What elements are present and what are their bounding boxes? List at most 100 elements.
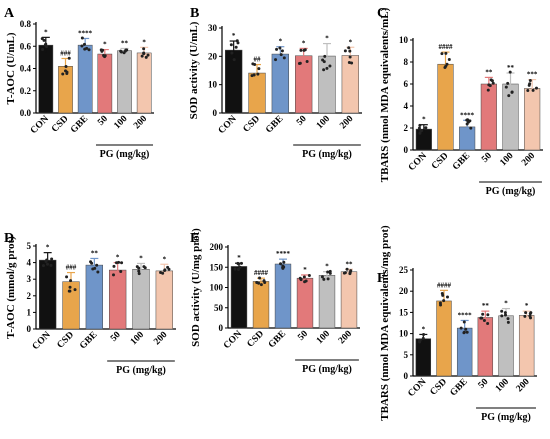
significance-label: * — [325, 35, 329, 43]
significance-label: * — [232, 32, 236, 40]
data-point — [466, 118, 470, 122]
bar-con — [38, 44, 54, 114]
significance-label: ### — [66, 264, 77, 272]
bar-50 — [480, 83, 497, 151]
data-point — [256, 72, 260, 76]
data-point — [322, 68, 326, 72]
data-point — [487, 83, 491, 87]
data-point — [504, 85, 508, 89]
panel-letter: B — [190, 6, 199, 21]
data-point — [526, 89, 530, 93]
data-point — [46, 262, 50, 266]
category-label: 100 — [129, 330, 146, 347]
category-label: GBE — [264, 114, 285, 135]
category-label: 50 — [480, 151, 494, 165]
category-label: CSD — [56, 330, 77, 351]
bar-200 — [518, 315, 535, 377]
data-point — [418, 338, 422, 342]
group-label: PG (mg/kg) — [116, 365, 166, 376]
y-tick-label: 6 — [404, 79, 409, 89]
y-tick-label: 200 — [210, 242, 224, 252]
category-label: CSD — [429, 377, 450, 398]
data-point — [445, 62, 449, 66]
data-point — [326, 277, 330, 281]
category-label: 200 — [337, 329, 354, 346]
y-tick-label: 2 — [404, 123, 409, 133]
data-point — [419, 129, 423, 133]
data-point — [233, 267, 237, 271]
category-label: CON — [217, 114, 239, 136]
category-label: 50 — [96, 114, 110, 128]
data-point — [279, 53, 283, 57]
y-tick-label: 0.0 — [20, 108, 32, 118]
y-tick-label: 15 — [399, 307, 409, 317]
data-point — [45, 45, 49, 49]
data-point — [95, 263, 99, 267]
y-axis-title: TBARS (nmol MDA equivalents/mL) — [379, 7, 391, 182]
y-axis-title: T-AOC (U/mL) — [5, 32, 17, 104]
bar-200 — [155, 270, 173, 330]
data-point — [96, 270, 100, 274]
bar-100 — [318, 275, 336, 329]
y-tick-label: 30 — [208, 23, 218, 33]
data-point — [280, 49, 284, 53]
data-point — [142, 265, 146, 269]
data-point — [345, 267, 349, 271]
significance-label: * — [44, 28, 48, 36]
category-label: CON — [406, 377, 428, 399]
data-point — [302, 48, 306, 52]
data-point — [328, 64, 332, 68]
category-label: 50 — [295, 114, 309, 128]
data-point — [258, 276, 262, 280]
data-point — [444, 51, 448, 55]
data-point — [255, 280, 259, 284]
significance-label: ** — [91, 249, 99, 257]
data-point — [348, 55, 352, 59]
data-point — [466, 120, 470, 124]
chart-panel-a: AT-AOC (U/mL)0.00.20.40.60.8*CON###CSD**… — [4, 6, 154, 160]
panel-letter: C — [377, 6, 387, 21]
bar-100 — [498, 315, 514, 377]
data-point — [279, 262, 283, 266]
data-point — [236, 267, 240, 271]
y-tick-label: 0 — [404, 371, 409, 381]
y-tick-label: 1 — [27, 307, 32, 317]
significance-label: * — [349, 38, 353, 46]
significance-label: ### — [60, 49, 71, 57]
data-point — [500, 314, 504, 318]
bar-50 — [296, 277, 314, 329]
bar-con — [415, 338, 432, 377]
group-label: PG (mg/kg) — [302, 364, 352, 375]
bar-200 — [340, 271, 358, 329]
data-point — [142, 47, 146, 51]
group-label: PG (mg/kg) — [486, 186, 536, 197]
category-label: 200 — [520, 151, 537, 168]
data-point — [482, 319, 486, 323]
data-point — [447, 57, 451, 61]
y-tick-label: 10 — [399, 35, 409, 45]
data-point — [323, 54, 327, 58]
significance-label: #### — [439, 43, 454, 51]
data-point — [87, 48, 91, 52]
data-point — [465, 330, 469, 334]
significance-label: #### — [437, 281, 452, 289]
data-point — [481, 312, 485, 316]
significance-label: **** — [78, 29, 93, 37]
data-point — [61, 72, 65, 76]
significance-label: ** — [507, 64, 515, 72]
significance-label: * — [504, 300, 508, 308]
data-point — [469, 126, 473, 130]
category-label: CSD — [50, 114, 71, 135]
y-tick-label: 0 — [404, 145, 409, 155]
data-point — [91, 267, 95, 271]
bar-50 — [477, 317, 494, 377]
panel-letter: E — [190, 231, 199, 246]
data-point — [159, 271, 163, 275]
data-point — [144, 55, 148, 59]
category-label: 50 — [109, 330, 123, 344]
data-point — [239, 261, 243, 265]
data-point — [305, 60, 309, 64]
data-point — [120, 261, 124, 265]
data-point — [421, 336, 425, 340]
